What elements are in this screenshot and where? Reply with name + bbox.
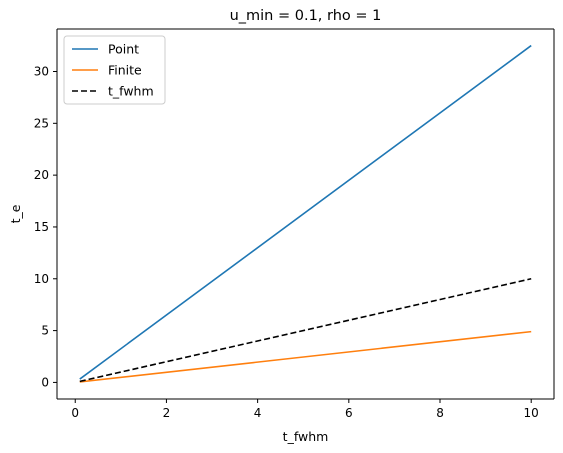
y-tick-label: 25	[34, 116, 49, 130]
y-tick-label: 0	[41, 375, 49, 389]
legend-label-point: Point	[108, 42, 139, 57]
chart-title: u_min = 0.1, rho = 1	[230, 8, 382, 24]
legend-label-t-fwhm: t_fwhm	[108, 84, 154, 99]
x-tick-label: 4	[254, 406, 262, 420]
series-line-point	[79, 44, 532, 380]
y-tick-label: 10	[34, 272, 49, 286]
x-tick-label: 10	[524, 406, 539, 420]
x-axis-label: t_fwhm	[283, 429, 329, 444]
ticks: 0 2 4 6 8 10 0 5 10 15 20 25 30	[34, 64, 539, 420]
legend-label-finite: Finite	[108, 63, 142, 78]
y-tick-label: 30	[34, 64, 49, 78]
y-tick-label: 20	[34, 168, 49, 182]
axes	[56, 28, 555, 400]
y-tick-label: 5	[41, 324, 49, 338]
series-layer	[79, 44, 532, 383]
x-tick-label: 2	[163, 406, 171, 420]
y-tick-label: 15	[34, 220, 49, 234]
legend: Point Finite t_fwhm	[63, 35, 166, 105]
x-tick-label: 8	[436, 406, 444, 420]
series-line-finite	[79, 330, 532, 383]
x-tick-label: 6	[345, 406, 353, 420]
legend-box	[63, 35, 166, 105]
series-line-t-fwhm	[79, 277, 532, 383]
x-tick-label: 0	[71, 406, 79, 420]
y-axis-label: t_e	[8, 204, 23, 223]
